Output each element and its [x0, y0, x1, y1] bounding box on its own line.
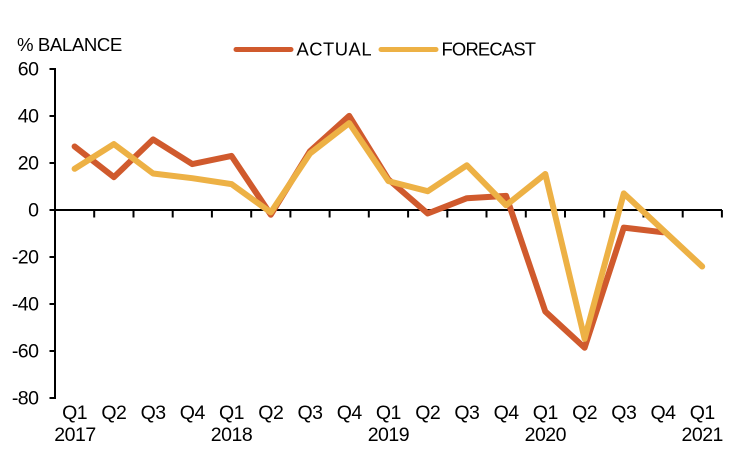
svg-text:0: 0 — [28, 200, 39, 222]
svg-text:ACTUAL: ACTUAL — [297, 39, 373, 60]
svg-text:% BALANCE: % BALANCE — [17, 34, 122, 55]
svg-text:Q3: Q3 — [454, 402, 479, 424]
svg-text:60: 60 — [18, 59, 39, 81]
svg-text:Q1: Q1 — [533, 402, 558, 424]
svg-text:-80: -80 — [12, 388, 39, 410]
svg-text:-40: -40 — [12, 294, 39, 316]
svg-text:Q4: Q4 — [650, 402, 676, 424]
svg-text:Q1: Q1 — [690, 402, 715, 424]
svg-text:Q3: Q3 — [141, 402, 166, 424]
svg-text:Q3: Q3 — [297, 402, 322, 424]
svg-text:2020: 2020 — [525, 424, 567, 446]
svg-text:Q4: Q4 — [494, 402, 520, 424]
svg-text:Q2: Q2 — [101, 402, 126, 424]
svg-text:Q1: Q1 — [219, 402, 244, 424]
svg-text:Q4: Q4 — [180, 402, 206, 424]
svg-text:Q4: Q4 — [337, 402, 363, 424]
svg-text:Q1: Q1 — [62, 402, 87, 424]
svg-text:FORECAST: FORECAST — [442, 39, 536, 60]
svg-text:Q2: Q2 — [572, 402, 597, 424]
svg-text:2021: 2021 — [682, 424, 723, 446]
svg-text:-60: -60 — [12, 341, 39, 363]
svg-text:2017: 2017 — [54, 424, 95, 446]
svg-text:Q2: Q2 — [415, 402, 440, 424]
svg-text:Q1: Q1 — [376, 402, 401, 424]
svg-text:Q3: Q3 — [611, 402, 636, 424]
svg-text:Q2: Q2 — [258, 402, 283, 424]
svg-text:-20: -20 — [12, 247, 39, 269]
svg-text:2018: 2018 — [211, 424, 252, 446]
svg-text:40: 40 — [18, 106, 39, 128]
svg-text:2019: 2019 — [368, 424, 409, 446]
svg-text:20: 20 — [18, 153, 39, 175]
